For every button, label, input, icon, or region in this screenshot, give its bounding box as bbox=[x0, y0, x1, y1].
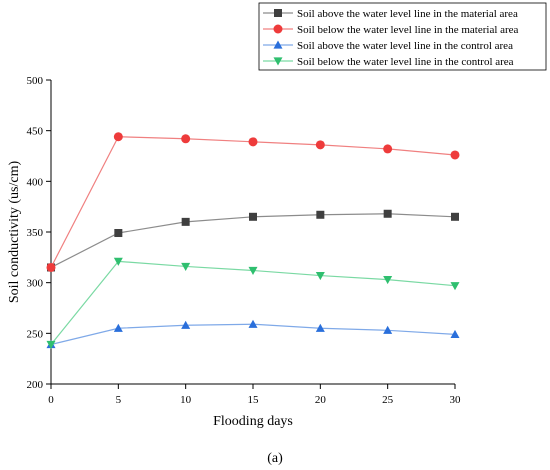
legend-marker bbox=[273, 24, 283, 34]
legend-item-1: Soil above the water level line in the m… bbox=[263, 8, 518, 20]
data-point bbox=[113, 257, 123, 266]
data-point bbox=[315, 140, 325, 150]
x-tick-label: 15 bbox=[248, 394, 260, 406]
legend-marker bbox=[273, 57, 283, 66]
legend-label: Soil below the water level line in the c… bbox=[297, 56, 514, 68]
series-3 bbox=[46, 319, 460, 349]
data-point bbox=[113, 132, 123, 142]
x-tick-label: 30 bbox=[450, 394, 462, 406]
y-tick-label: 300 bbox=[27, 278, 44, 290]
y-tick-label: 250 bbox=[27, 328, 44, 340]
data-point bbox=[316, 210, 325, 219]
data-point bbox=[248, 319, 258, 328]
legend-label: Soil above the water level line in the m… bbox=[297, 8, 518, 20]
data-point bbox=[383, 325, 393, 334]
y-axis-title: Soil conductivity (us/cm) bbox=[7, 161, 22, 304]
data-point bbox=[113, 323, 123, 332]
legend-item-3: Soil above the water level line in the c… bbox=[263, 40, 513, 52]
data-point bbox=[181, 217, 190, 226]
data-point bbox=[383, 276, 393, 285]
data-point bbox=[114, 229, 123, 238]
data-point bbox=[249, 212, 257, 221]
series-line bbox=[50, 136, 456, 268]
data-point bbox=[315, 271, 325, 281]
x-tick-label: 5 bbox=[116, 394, 122, 406]
legend: Soil above the water level line in the m… bbox=[258, 2, 547, 71]
series-layer bbox=[46, 132, 460, 349]
x-tick-label: 0 bbox=[48, 394, 54, 406]
data-point bbox=[181, 262, 191, 271]
data-point bbox=[181, 320, 191, 329]
series-2 bbox=[46, 132, 460, 272]
x-ticks: 0 5 10 15 20 25 30 bbox=[48, 384, 461, 406]
data-point bbox=[451, 212, 459, 221]
legend-marker bbox=[274, 9, 282, 17]
series-1 bbox=[47, 209, 459, 272]
data-point bbox=[383, 144, 393, 154]
legend-label: Soil below the water level line in the m… bbox=[297, 24, 519, 36]
figure-caption: (a) bbox=[267, 451, 283, 466]
data-point bbox=[383, 209, 392, 218]
legend-marker bbox=[273, 40, 283, 49]
axes bbox=[50, 80, 455, 385]
data-point bbox=[248, 137, 258, 147]
data-point bbox=[46, 340, 56, 349]
x-tick-label: 25 bbox=[382, 394, 394, 406]
legend-label: Soil above the water level line in the c… bbox=[297, 40, 513, 52]
legend-item-4: Soil below the water level line in the c… bbox=[263, 56, 514, 68]
y-ticks: 200 250 300 350 400 450 500 bbox=[27, 75, 51, 391]
legend-box bbox=[258, 2, 547, 71]
legend-item-2: Soil below the water level line in the m… bbox=[263, 24, 519, 36]
y-tick-label: 500 bbox=[27, 75, 44, 87]
series-4 bbox=[46, 257, 460, 349]
series-line bbox=[50, 213, 456, 269]
data-point bbox=[450, 329, 460, 338]
data-point bbox=[181, 134, 191, 144]
data-point bbox=[248, 266, 258, 276]
y-tick-label: 200 bbox=[27, 379, 44, 391]
data-point bbox=[315, 323, 325, 332]
x-axis-title: Flooding days bbox=[213, 414, 293, 429]
y-tick-label: 400 bbox=[27, 176, 44, 188]
x-tick-label: 10 bbox=[180, 394, 192, 406]
y-tick-label: 350 bbox=[27, 227, 44, 239]
data-point bbox=[450, 150, 460, 160]
x-tick-label: 20 bbox=[315, 394, 327, 406]
y-tick-label: 450 bbox=[27, 126, 44, 138]
data-point bbox=[450, 282, 460, 291]
data-point bbox=[46, 262, 56, 272]
